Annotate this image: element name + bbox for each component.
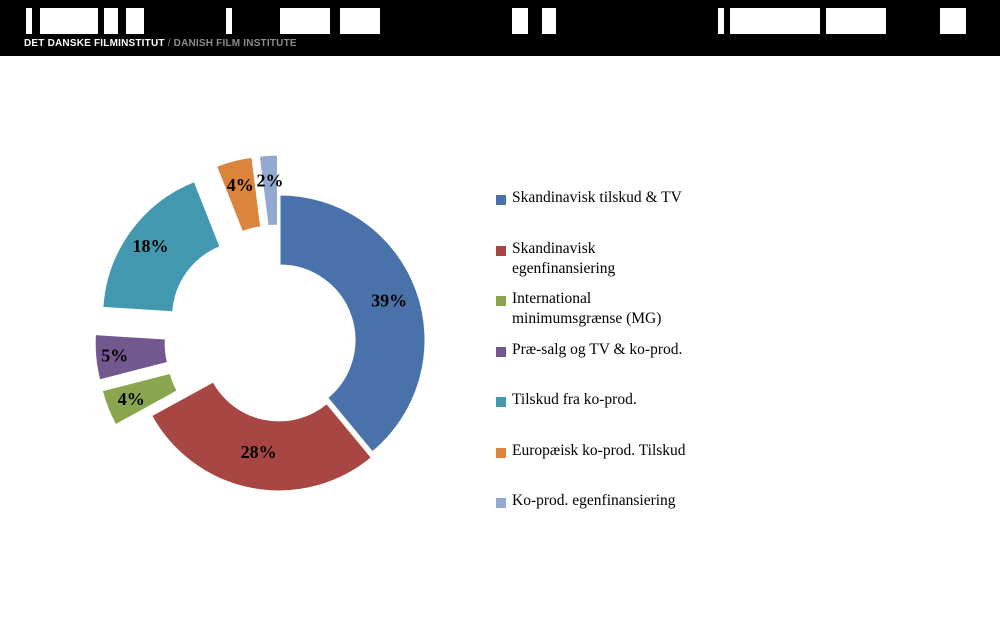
slice-skandinavisk-tilskud-tv [279,194,426,453]
legend-swatch [496,346,506,357]
legend-label: Skandinavisk egenfinansiering [512,239,792,279]
slice-tilskud-fra-ko-prod [102,181,221,313]
data-label-skandinavisk-tilskud-tv: 39% [371,291,407,311]
doughnut-chart: 39%28%4%5%18%4% 2% [94,154,426,492]
org-name-english: DANISH FILM INSTITUTE [173,38,297,49]
slice-skandinavisk-egenfinansiering [151,381,373,492]
legend-label-line: Skandinavisk tilskud & TV [512,189,682,206]
legend-label-line: Europæisk ko-prod. Tilskud [512,441,686,459]
organization-name: DET DANSKE FILMINSTITUT / DANISH FILM IN… [24,38,297,49]
logo-glyph [512,8,528,34]
logo-glyph [940,8,966,34]
legend-label-line: Skandinavisk [512,239,596,257]
slice-international-mg [101,372,178,426]
data-label-tilskud-fra-ko-prod: 18% [133,236,169,256]
logo-glyph [730,8,820,34]
legend-label-line: egenfinansiering [512,259,616,277]
legend-label-line: Præ-salg og TV & ko-prod. [512,340,683,358]
data-label-skandinavisk-egenfinansiering: 28% [241,442,277,462]
logo-glyph [542,8,556,34]
legend-label: International minimumsgrænse (MG) [512,289,792,329]
logo-glyph [40,8,98,34]
logo-glyph [340,8,380,34]
legend-swatch [496,447,506,458]
slice-ko-prod-egenfinansiering [258,154,278,227]
legend-swatch [496,498,506,508]
data-label-prae-salg-tv-ko-prod: 5% [101,346,128,366]
logo-glyph [104,8,118,34]
logo-glyph [26,8,32,34]
logo-glyph [126,8,144,34]
legend-label: Europæisk ko-prod. Tilskud [512,441,792,461]
legend-label: Ko-prod. egenfinansiering [512,491,792,511]
slice-europaeisk-ko-prod-tilskud [216,156,262,233]
data-label-ko-prod-egenfinansiering: 2% [256,170,283,190]
data-label-international-mg: 4% [118,389,145,409]
logo-glyph [826,8,886,34]
legend-swatch [496,245,506,256]
legend-swatch [496,397,506,407]
org-name-separator: / [167,38,171,49]
legend-label: Skandinavisk tilskud & TV [512,188,792,208]
logo-glyph [718,8,724,34]
slice-prae-salg-tv-ko-prod [94,334,169,381]
logo-glyph [226,8,232,34]
logo-glyph [280,8,330,34]
legend-label-line: Tilskud fra ko-prod. [512,391,637,408]
org-name-danish: DET DANSKE FILMINSTITUT [24,38,165,49]
header-bar: DET DANSKE FILMINSTITUT / DANISH FILM IN… [0,0,1000,56]
legend-label-line: Ko-prod. egenfinansiering [512,492,676,509]
data-label-europaeisk-ko-prod-tilskud: 4% [227,175,254,195]
legend-swatch [496,296,506,306]
legend-label: Tilskud fra ko-prod. [512,390,792,410]
legend-label: Præ-salg og TV & ko-prod. [512,340,792,360]
legend-swatch [496,195,506,205]
legend-label-line: minimumsgrænse (MG) [512,310,662,327]
legend-label-line: International [512,290,592,307]
